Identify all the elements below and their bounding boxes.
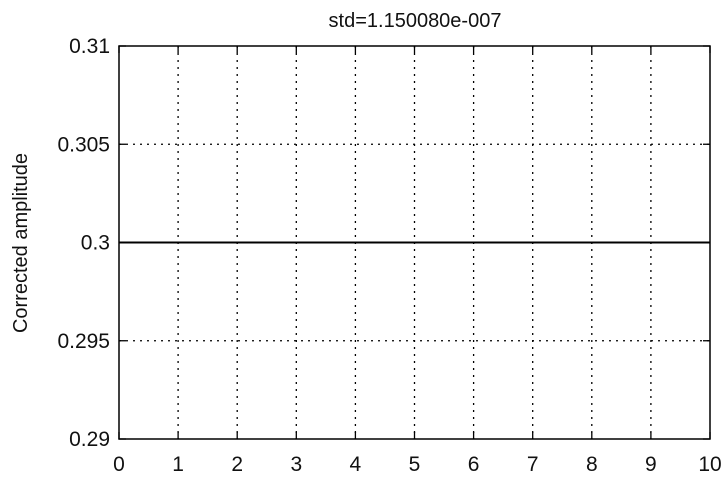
y-axis-title: Corrected amplitude <box>10 153 32 333</box>
x-tick-label: 3 <box>290 453 302 476</box>
x-tick-label: 10 <box>698 453 721 476</box>
y-tick-label: 0.31 <box>69 35 110 58</box>
x-tick-label: 4 <box>350 453 362 476</box>
x-tick-label: 2 <box>231 453 243 476</box>
x-tick-label: 6 <box>468 453 480 476</box>
chart-title: std=1.150080e-007 <box>329 10 502 32</box>
x-tick-labels: 0 1 2 3 4 5 6 7 8 9 10 <box>113 453 722 476</box>
y-tick-label: 0.3 <box>81 232 110 255</box>
y-tick-label: 0.29 <box>69 428 110 451</box>
y-tick-label: 0.305 <box>57 133 110 156</box>
y-tick-labels: 0.29 0.295 0.3 0.305 0.31 <box>57 35 110 451</box>
x-tick-label: 5 <box>409 453 421 476</box>
x-tick-label: 7 <box>527 453 539 476</box>
x-tick-label: 0 <box>113 453 125 476</box>
y-tick-label: 0.295 <box>57 330 110 353</box>
x-tick-label: 1 <box>172 453 184 476</box>
x-tick-label: 9 <box>645 453 657 476</box>
x-tick-label: 8 <box>586 453 598 476</box>
tick-marks <box>118 45 711 440</box>
